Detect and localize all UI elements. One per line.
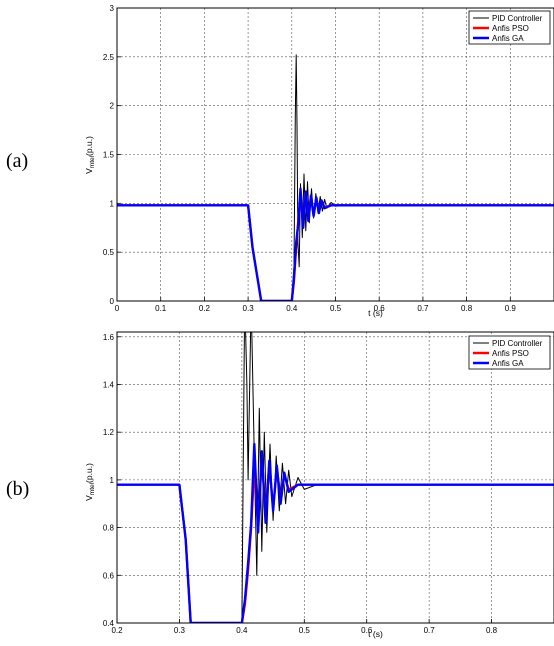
x-tick-label: 0.4 <box>286 304 298 313</box>
y-tick-label: 1 <box>110 199 115 208</box>
y-tick-label: 1.2 <box>103 428 115 437</box>
y-tick-label: 0.8 <box>103 524 115 533</box>
panel-b-label: (b) <box>6 478 30 500</box>
x-tick-label: 0.3 <box>174 626 186 635</box>
y-tick-label: 3 <box>110 4 115 13</box>
y-tick-label: 2 <box>110 102 115 111</box>
y-tick-label: 0.5 <box>103 248 115 257</box>
x-tick-label: 0.3 <box>243 304 255 313</box>
series-line-pid-controller <box>117 332 554 623</box>
x-tick-label: 0.7 <box>424 626 436 635</box>
x-tick-label: 0.4 <box>236 626 248 635</box>
panel-a-label: (a) <box>6 150 29 172</box>
legend-entry: Anfis GA <box>492 34 524 43</box>
x-tick-label: 0.6 <box>361 626 373 635</box>
legend-entry: PID Controller <box>492 14 543 23</box>
legend-entry: PID Controller <box>492 339 543 348</box>
plot-frame <box>116 7 554 302</box>
x-tick-label: 0.2 <box>111 626 123 635</box>
y-tick-label: 2.5 <box>103 53 115 62</box>
legend-entry: Anfis GA <box>492 359 524 368</box>
x-tick-label: 0.1 <box>155 304 167 313</box>
y-axis-label: Vmtel(p.u.) <box>84 463 96 501</box>
x-axis-label: t (s) <box>368 308 383 318</box>
chart-a: 0 0.1 0.2 0.3 0.4 0.5 0.6 0.7 0.8 0.9 0 0.5 1 1.5 2 2.5… <box>84 4 554 318</box>
x-tick-label: 0.6 <box>374 304 386 313</box>
x-tick-label: 0.8 <box>486 626 498 635</box>
x-axis-label: t (s) <box>368 629 383 639</box>
x-tick-label: 0.8 <box>461 304 473 313</box>
y-tick-label: 0.6 <box>103 571 115 580</box>
x-tick-label: 0.2 <box>199 304 211 313</box>
y-tick-label: 1.4 <box>103 380 115 389</box>
x-tick-label: 0.7 <box>417 304 429 313</box>
y-tick-label: 0.4 <box>103 619 115 628</box>
y-tick-label: 1.6 <box>103 333 115 342</box>
x-tick-label: 0 <box>115 304 120 313</box>
y-tick-label: 1.5 <box>103 151 115 160</box>
chart-b: 0.2 0.3 0.4 0.5 0.6 0.7 0.8 0.4 0.6 0.8 1 1.2 1.4 1.6… <box>84 331 554 639</box>
y-tick-label: 1 <box>110 476 115 485</box>
series-line-anfis-ga <box>117 187 554 301</box>
x-tick-label: 0.9 <box>505 304 517 313</box>
x-tick-label: 0.5 <box>330 304 342 313</box>
legend-entry: Anfis PSO <box>492 349 529 358</box>
legend-entry: Anfis PSO <box>492 24 529 33</box>
y-tick-label: 0 <box>110 297 115 306</box>
x-tick-label: 0.5 <box>299 626 311 635</box>
plot-frame <box>116 331 554 624</box>
series-line-anfis-pso <box>117 454 554 623</box>
series-line-anfis-ga <box>117 442 554 623</box>
y-axis-label: Vmtel(p.u.) <box>84 136 96 174</box>
